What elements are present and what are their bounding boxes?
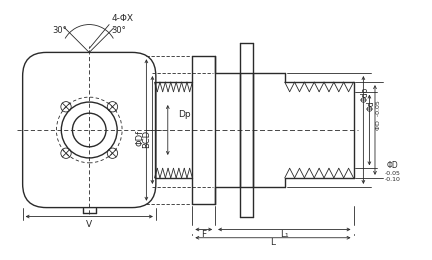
Text: BCD: BCD bbox=[142, 130, 151, 148]
Text: V: V bbox=[86, 220, 92, 229]
Text: 4-ΦX: 4-ΦX bbox=[112, 14, 134, 23]
Text: L: L bbox=[270, 238, 276, 247]
Text: 30°: 30° bbox=[52, 26, 67, 35]
Text: F: F bbox=[201, 230, 206, 239]
Text: Φdo: Φdo bbox=[361, 86, 370, 102]
FancyBboxPatch shape bbox=[22, 53, 156, 207]
Text: ΦDf: ΦDf bbox=[136, 130, 145, 146]
Text: 30°: 30° bbox=[112, 26, 127, 35]
Text: ΦD: ΦD bbox=[387, 161, 399, 170]
Text: -0.10: -0.10 bbox=[385, 177, 401, 182]
Text: ΦD  -0.05: ΦD -0.05 bbox=[376, 100, 381, 130]
Text: -0.05: -0.05 bbox=[385, 171, 401, 176]
Text: Φd: Φd bbox=[367, 100, 376, 111]
Text: L₁: L₁ bbox=[280, 230, 289, 239]
Text: Dp: Dp bbox=[178, 109, 191, 119]
